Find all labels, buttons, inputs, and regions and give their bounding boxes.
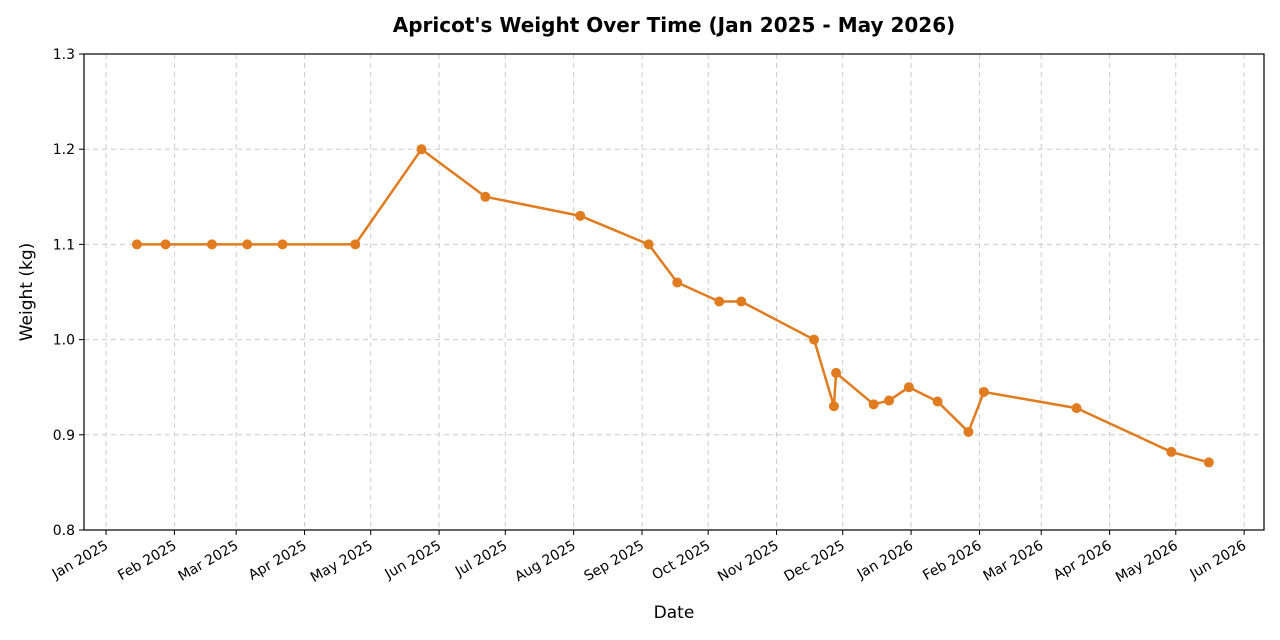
- y-tick-label: 1.0: [53, 333, 75, 349]
- y-tick-label: 0.8: [53, 523, 75, 539]
- x-tick-label: Feb 2026: [920, 538, 984, 584]
- x-tick-label: Jun 2026: [1187, 538, 1250, 583]
- x-tick-label: May 2026: [1113, 538, 1181, 586]
- data-point: [963, 426, 974, 437]
- data-point: [1203, 457, 1214, 468]
- data-point: [868, 399, 879, 410]
- x-tick-label: May 2025: [308, 538, 376, 586]
- y-axis: 0.8 0.9 1.0 1.1 1.2 1.3: [53, 47, 84, 539]
- data-point: [206, 239, 217, 250]
- data-point: [131, 239, 142, 250]
- data-point: [350, 239, 361, 250]
- data-point: [828, 401, 839, 412]
- y-tick-label: 0.9: [53, 428, 75, 444]
- data-point: [672, 277, 683, 288]
- y-tick-label: 1.3: [53, 47, 75, 63]
- data-point: [978, 386, 989, 397]
- x-tick-label: Apr 2025: [246, 538, 310, 584]
- data-point: [277, 239, 288, 250]
- x-tick-label: Nov 2025: [715, 538, 781, 586]
- y-tick-label: 1.2: [53, 142, 75, 158]
- data-point: [903, 382, 914, 393]
- x-tick-label: Feb 2025: [115, 538, 179, 584]
- data-point: [480, 191, 491, 202]
- data-point: [932, 396, 943, 407]
- data-point: [831, 367, 842, 378]
- x-tick-label: Jan 2026: [854, 538, 916, 583]
- x-tick-label: Sep 2025: [581, 538, 647, 585]
- x-tick-label: Jan 2025: [49, 538, 111, 583]
- x-tick-label: Mar 2025: [176, 538, 242, 585]
- data-point: [643, 239, 654, 250]
- x-tick-label: Dec 2025: [782, 538, 848, 585]
- x-tick-label: Jul 2025: [452, 538, 510, 581]
- data-point: [714, 296, 725, 307]
- x-axis-label: Date: [654, 603, 695, 623]
- data-point: [416, 144, 427, 155]
- y-axis-label: Weight (kg): [17, 243, 37, 342]
- chart-title: Apricot's Weight Over Time (Jan 2025 - M…: [393, 13, 956, 37]
- series-layer: [131, 144, 1214, 468]
- x-tick-label: Aug 2025: [512, 538, 578, 586]
- series-line: [136, 147, 1210, 464]
- x-tick-label: Apr 2026: [1051, 538, 1115, 584]
- data-point: [809, 334, 820, 345]
- data-point: [1166, 446, 1177, 457]
- plot-frame: [83, 53, 1265, 531]
- x-tick-label: Oct 2025: [650, 538, 714, 584]
- y-tick-label: 1.1: [53, 237, 75, 253]
- grid-layer: [84, 53, 1264, 531]
- data-point: [160, 239, 171, 250]
- data-point: [884, 395, 895, 406]
- x-tick-label: Jun 2025: [382, 538, 445, 583]
- data-point: [242, 239, 253, 250]
- data-point: [1071, 403, 1082, 414]
- x-tick-label: Mar 2026: [981, 538, 1047, 585]
- data-point: [575, 210, 586, 221]
- data-point: [736, 296, 747, 307]
